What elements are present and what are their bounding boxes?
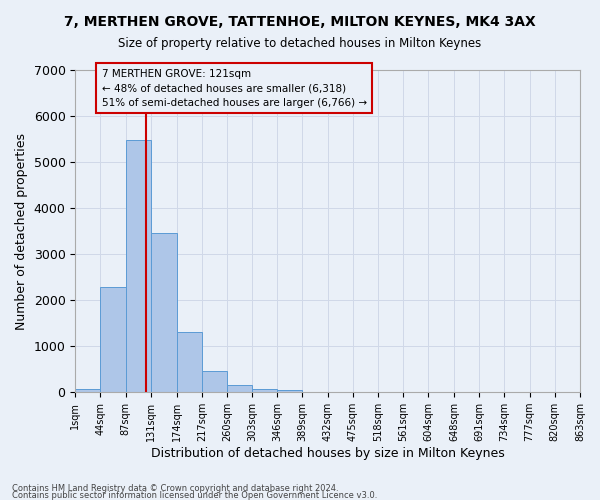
Text: 7 MERTHEN GROVE: 121sqm
← 48% of detached houses are smaller (6,318)
51% of semi: 7 MERTHEN GROVE: 121sqm ← 48% of detache…	[101, 68, 367, 108]
Text: 7, MERTHEN GROVE, TATTENHOE, MILTON KEYNES, MK4 3AX: 7, MERTHEN GROVE, TATTENHOE, MILTON KEYN…	[64, 15, 536, 29]
Bar	[176, 332, 202, 392]
Text: Size of property relative to detached houses in Milton Keynes: Size of property relative to detached ho…	[118, 38, 482, 51]
Bar	[125, 140, 151, 392]
Bar	[202, 370, 227, 392]
Y-axis label: Number of detached properties: Number of detached properties	[15, 132, 28, 330]
Bar	[151, 234, 176, 392]
Bar	[227, 385, 252, 392]
Bar	[252, 388, 277, 392]
Bar	[277, 390, 302, 392]
Text: Contains HM Land Registry data © Crown copyright and database right 2024.: Contains HM Land Registry data © Crown c…	[12, 484, 338, 493]
Bar	[75, 389, 100, 392]
X-axis label: Distribution of detached houses by size in Milton Keynes: Distribution of detached houses by size …	[151, 447, 505, 460]
Text: Contains public sector information licensed under the Open Government Licence v3: Contains public sector information licen…	[12, 490, 377, 500]
Bar	[100, 288, 125, 392]
